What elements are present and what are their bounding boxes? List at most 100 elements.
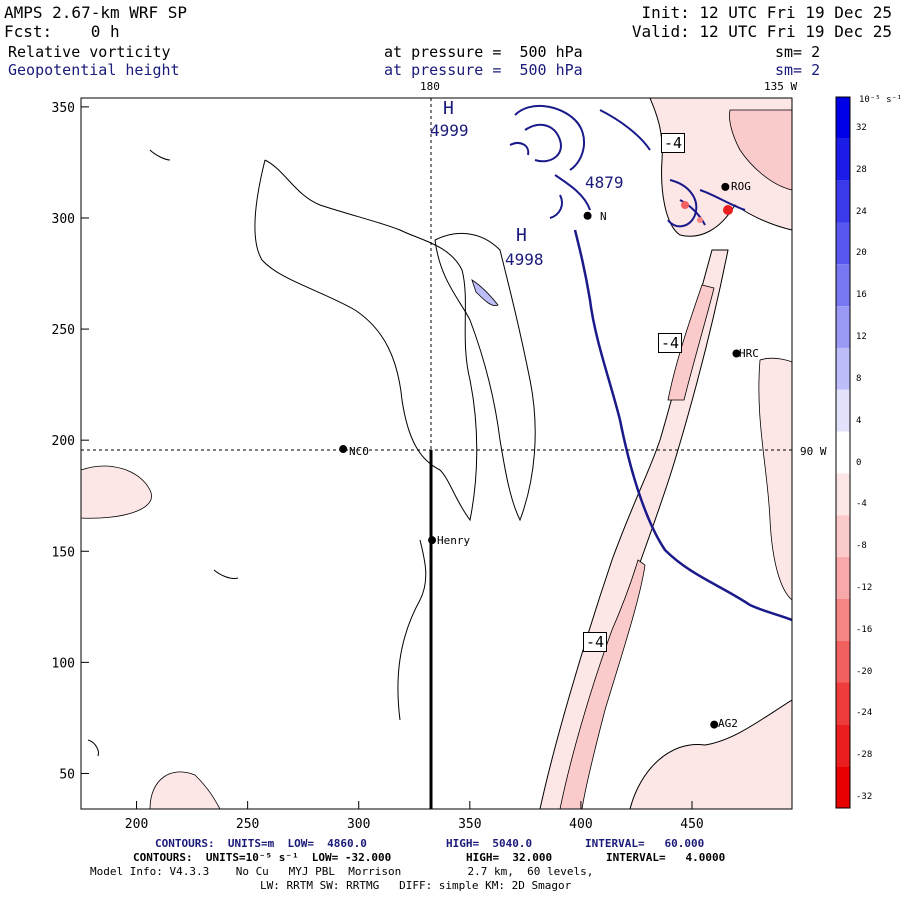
zero-contour-small-2 bbox=[87, 739, 99, 757]
colorbar-label: 4 bbox=[856, 415, 862, 426]
station-label-nco: NCO bbox=[349, 445, 369, 458]
colorbar-swatch bbox=[836, 389, 850, 432]
colorbar-swatch bbox=[836, 138, 850, 181]
colorbar-label: 24 bbox=[856, 206, 867, 217]
y-tick-label: 250 bbox=[52, 323, 75, 338]
vort-label-3: -4 bbox=[583, 632, 608, 652]
vorticity-region-southwest bbox=[149, 771, 221, 809]
y-tick-label: 300 bbox=[52, 212, 75, 227]
x-tick-label: 300 bbox=[347, 817, 370, 832]
vorticity-band-mid bbox=[667, 284, 715, 401]
height-contour-label: 4879 bbox=[585, 173, 624, 192]
field2-smoothing: sm= 2 bbox=[775, 61, 821, 79]
x-tick-label: 200 bbox=[125, 817, 148, 832]
storm-cluster-north bbox=[509, 104, 651, 219]
y-tick-label: 350 bbox=[52, 101, 75, 116]
zero-contour-large bbox=[254, 159, 478, 522]
colorbar-swatch bbox=[836, 766, 850, 808]
vorticity-region-southeast bbox=[629, 699, 792, 809]
footer-vort-contours: CONTOURS: UNITS=10⁻⁵ s⁻¹ LOW= -32.000 bbox=[133, 851, 392, 864]
colorbar-swatch bbox=[836, 640, 850, 683]
colorbar-swatch bbox=[836, 222, 850, 265]
vort-label-1: -4 bbox=[661, 133, 686, 153]
colorbar-label: 20 bbox=[856, 248, 867, 259]
colorbar bbox=[835, 96, 851, 809]
footer-vort-high: HIGH= 32.000 bbox=[466, 851, 553, 864]
vorticity-region-ne-core bbox=[729, 109, 792, 191]
station-markers bbox=[339, 182, 741, 729]
station-label-hrc: HRC bbox=[739, 347, 759, 360]
y-tick-label: 200 bbox=[52, 434, 75, 449]
colorbar-label: -24 bbox=[856, 708, 873, 719]
y-axis: 350 300 250 200 150 100 50 bbox=[52, 101, 89, 782]
high-label-1: H bbox=[443, 98, 454, 119]
lon-label-90w: 90 W bbox=[800, 445, 827, 458]
colorbar-swatch bbox=[836, 347, 850, 390]
colorbar-label: -4 bbox=[856, 499, 867, 510]
colorbar-label: -8 bbox=[856, 541, 867, 552]
station-marker bbox=[732, 349, 741, 358]
station-marker bbox=[721, 182, 730, 191]
y-tick-label: 50 bbox=[59, 767, 75, 782]
vort-label-2: -4 bbox=[658, 333, 683, 353]
zero-contour-small-1 bbox=[213, 569, 239, 579]
storm-cluster-northeast bbox=[667, 179, 746, 228]
high-value-2: 4998 bbox=[505, 250, 544, 269]
field2-name: Geopotential height bbox=[8, 61, 180, 79]
zero-contour-south bbox=[397, 539, 427, 721]
colorbar-label: -32 bbox=[856, 792, 873, 803]
x-tick-label: 450 bbox=[680, 817, 703, 832]
valid-time: Valid: 12 UTC Fri 19 Dec 25 bbox=[631, 22, 892, 41]
colorbar-label: 32 bbox=[856, 122, 867, 133]
colorbar-swatch bbox=[836, 306, 850, 348]
y-tick-label: 100 bbox=[52, 656, 75, 671]
colorbar-swatch bbox=[836, 97, 850, 139]
high-label-2: H bbox=[516, 225, 527, 246]
vorticity-band-core bbox=[559, 559, 646, 809]
colorbar-label: 16 bbox=[856, 290, 867, 301]
model-title: AMPS 2.67-km WRF SP bbox=[4, 3, 188, 22]
footer-physics: LW: RRTM SW: RRTMG DIFF: simple KM: 2D S… bbox=[260, 879, 572, 892]
station-label-n: N bbox=[600, 210, 607, 223]
footer-height-high: HIGH= 5040.0 bbox=[446, 837, 533, 850]
colorbar-unit: 10⁻⁵ s⁻¹ bbox=[859, 95, 900, 105]
colorbar-label: 28 bbox=[856, 164, 867, 175]
colorbar-label: -28 bbox=[856, 750, 873, 761]
footer-vort-interval: INTERVAL= 4.0000 bbox=[606, 851, 726, 864]
field1-smoothing: sm= 2 bbox=[775, 43, 821, 61]
field1-name: Relative vorticity bbox=[8, 43, 171, 61]
storm-blobs-red bbox=[681, 201, 733, 223]
vorticity-region-west bbox=[81, 465, 152, 519]
colorbar-swatch bbox=[836, 264, 850, 307]
field2-level: at pressure = 500 hPa bbox=[384, 61, 583, 79]
station-label-henry: Henry bbox=[437, 534, 471, 547]
colorbar-label: -20 bbox=[856, 666, 873, 677]
footer-height-interval: INTERVAL= 60.000 bbox=[585, 837, 705, 850]
footer-model-info: Model Info: V4.3.3 No Cu MYJ PBL Morriso… bbox=[90, 865, 594, 878]
x-axis: 200 250 300 350 400 450 bbox=[125, 801, 704, 832]
station-label-ag2: AG2 bbox=[718, 717, 738, 730]
lon-label-180: 180 bbox=[420, 80, 440, 93]
colorbar-label: 0 bbox=[856, 457, 862, 468]
station-marker bbox=[583, 211, 592, 220]
colorbar-swatch bbox=[836, 515, 850, 558]
high-value-1: 4999 bbox=[430, 121, 469, 140]
station-marker bbox=[428, 536, 437, 545]
colorbar-swatch bbox=[836, 598, 850, 641]
colorbar-label: 12 bbox=[856, 332, 867, 343]
forecast-hour: Fcst: 0 h bbox=[4, 22, 120, 41]
colorbar-swatch bbox=[836, 557, 850, 599]
y-tick-label: 150 bbox=[52, 545, 75, 560]
field1-level: at pressure = 500 hPa bbox=[384, 43, 583, 61]
x-tick-label: 250 bbox=[236, 817, 259, 832]
geopotential-contour-4920 bbox=[573, 229, 792, 622]
colorbar-swatch bbox=[836, 431, 850, 474]
colorbar-swatch bbox=[836, 724, 850, 767]
colorbar-swatch bbox=[836, 473, 850, 516]
positive-vorticity-patch bbox=[471, 279, 499, 307]
x-tick-label: 400 bbox=[569, 817, 592, 832]
colorbar-label: -16 bbox=[856, 624, 873, 635]
station-marker bbox=[710, 720, 719, 729]
vorticity-region-east bbox=[758, 357, 792, 601]
